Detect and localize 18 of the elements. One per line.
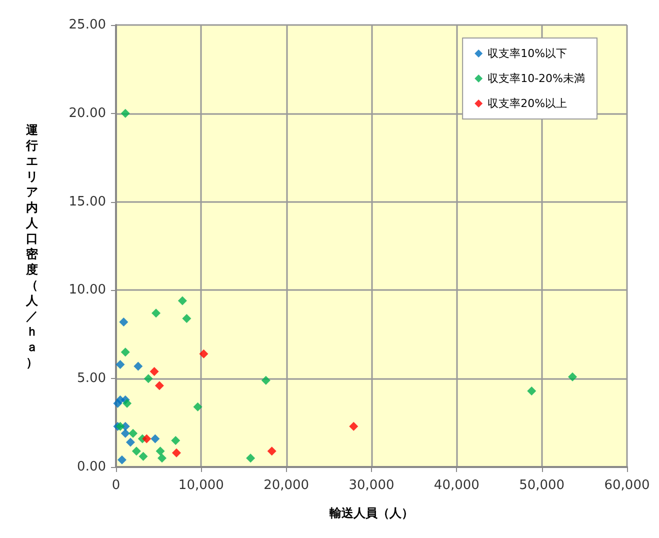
legend-label: 収支率10%以下 — [488, 47, 568, 60]
x-axis-title: 輸送人員（人） — [328, 506, 414, 520]
y-tick-label: 5.00 — [77, 371, 106, 386]
x-tick-label: 40,000 — [434, 478, 480, 493]
x-tick-label: 0 — [112, 478, 120, 493]
x-tick-label: 30,000 — [348, 478, 394, 493]
y-tick-label: 15.00 — [68, 194, 106, 210]
legend-label: 収支率20%以上 — [488, 97, 568, 110]
text: 運行エリア内人口密度（人／ｈａ） — [26, 122, 38, 370]
x-tick-label: 50,000 — [519, 478, 565, 493]
y-tick-label: 10.00 — [68, 282, 106, 298]
legend-label: 収支率10-20%未満 — [488, 72, 586, 85]
x-tick-label: 60,000 — [604, 478, 650, 493]
x-tick-label: 10,000 — [178, 478, 224, 493]
y-tick-label: 0.00 — [77, 460, 106, 474]
x-tick-label: 20,000 — [264, 478, 310, 493]
y-tick-label: 25.00 — [68, 18, 106, 32]
y-tick-label: 20.00 — [68, 106, 106, 121]
